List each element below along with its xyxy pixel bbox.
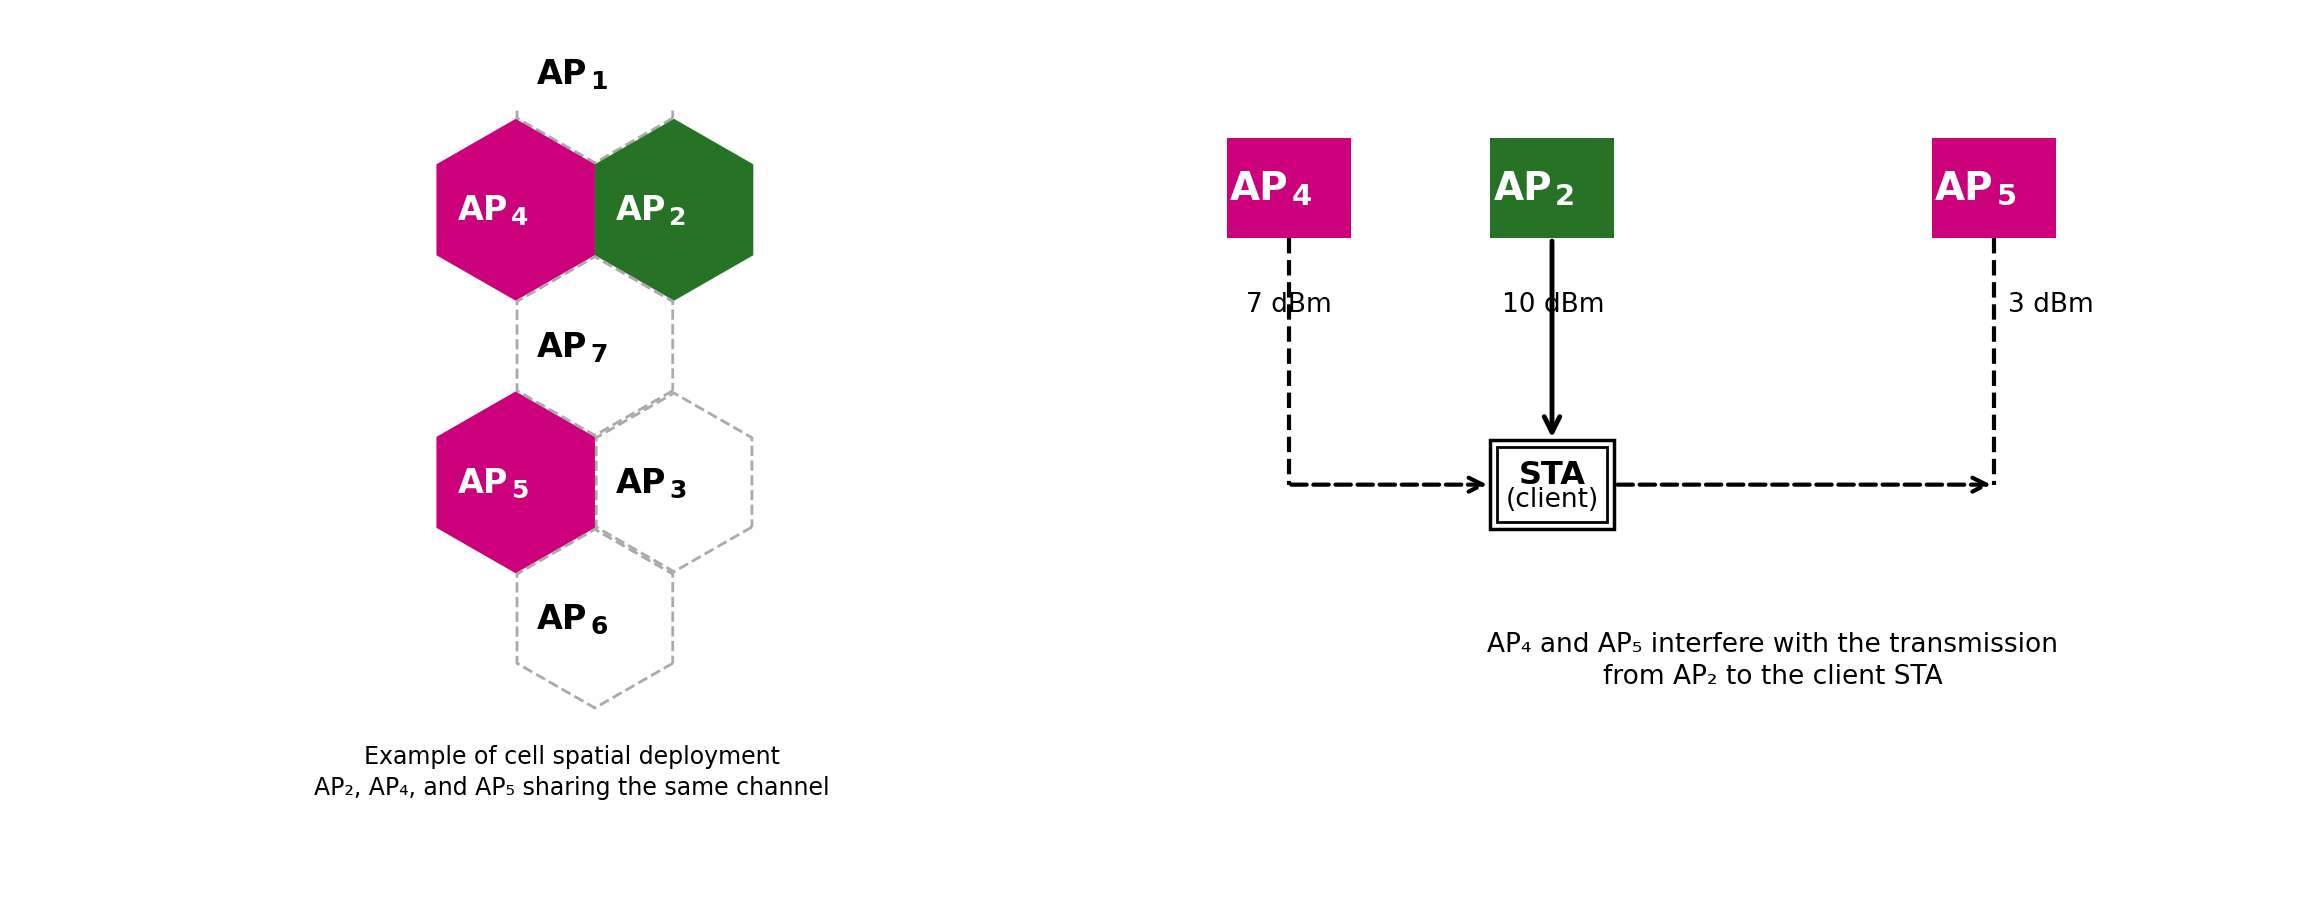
Bar: [1931, 139, 2056, 239]
Bar: [1490, 441, 1615, 529]
Polygon shape: [517, 257, 672, 436]
Polygon shape: [596, 121, 753, 299]
Bar: [1497, 447, 1608, 522]
Text: (client): (client): [1506, 486, 1599, 512]
Text: 7 dBm: 7 dBm: [1245, 291, 1331, 318]
Text: AP: AP: [1936, 170, 1994, 208]
Text: AP₂, AP₄, and AP₅ sharing the same channel: AP₂, AP₄, and AP₅ sharing the same chann…: [314, 775, 829, 799]
Polygon shape: [596, 393, 753, 572]
Text: Example of cell spatial deployment: Example of cell spatial deployment: [363, 744, 781, 769]
Text: AP: AP: [536, 603, 587, 635]
Text: AP: AP: [536, 58, 587, 91]
Text: STA: STA: [1518, 460, 1585, 491]
Polygon shape: [439, 393, 594, 572]
Text: 5: 5: [511, 479, 529, 502]
Text: 6: 6: [591, 614, 608, 639]
Text: AP: AP: [1492, 170, 1552, 208]
Text: 3: 3: [670, 479, 686, 502]
Text: AP: AP: [536, 330, 587, 364]
Text: from AP₂ to the client STA: from AP₂ to the client STA: [1603, 664, 1943, 689]
Text: 3 dBm: 3 dBm: [2007, 291, 2093, 318]
Text: 2: 2: [1555, 183, 1575, 211]
Text: 4: 4: [511, 207, 529, 230]
Text: 7: 7: [591, 343, 608, 366]
Text: AP: AP: [617, 466, 665, 500]
Text: AP: AP: [457, 194, 508, 227]
Text: AP₄ and AP₅ interfere with the transmission: AP₄ and AP₅ interfere with the transmiss…: [1488, 631, 2058, 658]
Text: AP: AP: [457, 466, 508, 500]
Polygon shape: [517, 0, 672, 163]
Polygon shape: [517, 529, 672, 708]
Text: 1: 1: [591, 70, 608, 94]
Text: AP: AP: [1229, 170, 1289, 208]
Bar: [1490, 139, 1615, 239]
Text: 2: 2: [670, 207, 686, 230]
Bar: [1227, 139, 1351, 239]
Polygon shape: [439, 121, 594, 299]
Text: 10 dBm: 10 dBm: [1502, 291, 1603, 318]
Text: 5: 5: [1996, 183, 2017, 211]
Text: AP: AP: [617, 194, 665, 227]
Text: 4: 4: [1291, 183, 1312, 211]
